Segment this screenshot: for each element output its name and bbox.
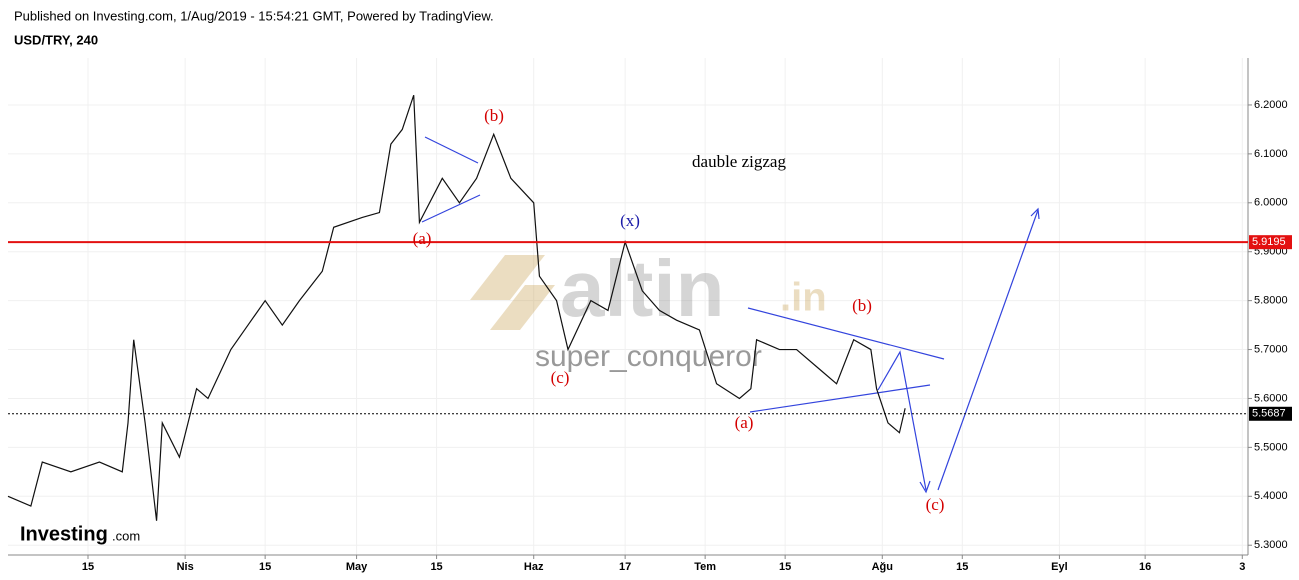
watermark-author: super_conqueror [535, 340, 762, 373]
annotation: (a) [735, 413, 754, 432]
y-tick-label: 5.8000 [1254, 295, 1288, 307]
x-tick-label: Eyl [1051, 561, 1068, 573]
level-tag [1249, 235, 1292, 250]
x-tick-label: 17 [619, 561, 631, 573]
annotation: (x) [620, 211, 640, 230]
x-tick-label: 16 [1139, 561, 1151, 573]
watermark-brand: altin [560, 244, 724, 333]
x-tick-label: Ağu [872, 561, 893, 573]
x-tick-label: 15 [259, 561, 271, 573]
wave-line [421, 194, 481, 223]
x-tick-label: 15 [956, 561, 968, 573]
wave-line [749, 384, 931, 413]
annotation: (b) [484, 106, 504, 125]
logo: Investing [20, 523, 108, 545]
y-tick-label: 5.9000 [1254, 246, 1288, 258]
y-tick-label: 5.7000 [1254, 343, 1288, 355]
symbol: USD/TRY, 240 [14, 32, 98, 47]
arrow-head [1030, 207, 1040, 220]
y-tick-label: 5.3000 [1254, 539, 1288, 551]
x-tick-label: 3 [1239, 561, 1245, 573]
wave-line [424, 136, 479, 164]
y-tick-label: 5.4000 [1254, 490, 1288, 502]
y-tick-label: 6.0000 [1254, 197, 1288, 209]
x-tick-label: 15 [82, 561, 94, 573]
wave-lines [421, 136, 1040, 494]
price-line [7, 94, 906, 521]
watermark: altin .in [470, 244, 827, 333]
y-tick-label: 5.6000 [1254, 392, 1288, 404]
wave-line [747, 307, 945, 360]
annotation: (c) [551, 368, 570, 387]
level-tag [1249, 406, 1292, 421]
level-label: 5.9195 [1252, 236, 1286, 248]
y-tick-label: 6.1000 [1254, 148, 1288, 160]
watermark-icon [470, 255, 545, 300]
y-tick-label: 5.5000 [1254, 441, 1288, 453]
x-tick-label: Haz [524, 561, 544, 573]
wave-arrow [877, 350, 927, 491]
annotation: (b) [852, 296, 872, 315]
watermark-icon [490, 285, 555, 330]
arrow-head [919, 480, 931, 494]
x-tick-label: Nis [177, 561, 194, 573]
x-tick-label: Tem [694, 561, 716, 573]
annotation: dauble zigzag [692, 152, 786, 171]
x-tick-label: 15 [430, 561, 442, 573]
x-tick-label: 15 [779, 561, 791, 573]
x-tick-label: May [346, 561, 368, 573]
wave-arrow [937, 209, 1039, 491]
annotation: (c) [926, 495, 945, 514]
watermark-suffix: .in [780, 276, 827, 320]
published: Published on Investing.com, 1/Aug/2019 -… [14, 8, 494, 23]
annotation: (a) [413, 229, 432, 248]
level-label: 5.5687 [1252, 408, 1286, 420]
logo-suffix: .com [112, 528, 140, 543]
y-tick-label: 6.2000 [1254, 99, 1288, 111]
